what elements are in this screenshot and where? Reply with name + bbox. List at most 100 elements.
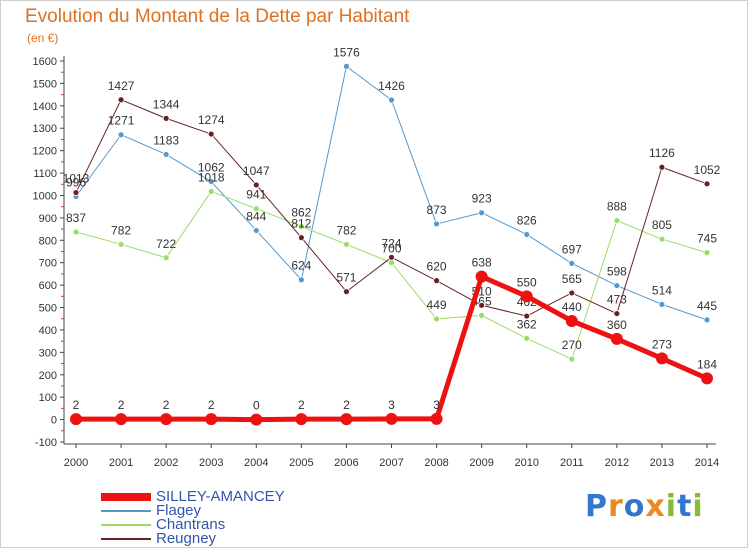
data-point-flagey xyxy=(523,231,531,238)
data-point-chantrans xyxy=(117,240,125,248)
data-label: 2 xyxy=(208,398,215,412)
x-tick-label: 2003 xyxy=(199,457,223,469)
legend-swatch xyxy=(101,538,151,540)
data-label: 1062 xyxy=(198,161,225,175)
x-tick-label: 2010 xyxy=(514,457,538,469)
data-point-reugney xyxy=(433,277,440,285)
data-label: 941 xyxy=(246,188,266,202)
data-point-silley-amancey xyxy=(250,413,263,426)
data-label: 812 xyxy=(291,217,311,231)
data-point-flagey xyxy=(568,259,576,267)
data-label: 550 xyxy=(517,275,537,289)
data-label: 624 xyxy=(291,259,311,273)
data-label: 273 xyxy=(652,337,672,351)
data-point-reugney xyxy=(252,181,260,189)
data-label: 837 xyxy=(66,211,86,225)
data-point-chantrans xyxy=(162,254,170,262)
data-point-reugney xyxy=(613,310,621,317)
data-label: 1047 xyxy=(243,164,270,178)
logo-letter: t xyxy=(677,489,693,524)
x-tick-label: 2002 xyxy=(154,457,178,469)
y-tick-label: 200 xyxy=(39,370,57,382)
data-label: 445 xyxy=(697,299,717,313)
data-label: 620 xyxy=(427,260,447,274)
data-label: 1183 xyxy=(153,133,179,147)
proxiti-logo: Proxiti xyxy=(585,489,704,524)
data-point-flagey xyxy=(207,178,215,185)
data-point-silley-amancey xyxy=(475,270,488,283)
logo-letter: o xyxy=(623,489,646,524)
data-point-silley-amancey xyxy=(160,413,173,426)
data-point-silley-amancey xyxy=(205,413,218,426)
data-point-reugney xyxy=(658,163,666,171)
logo-letter: i xyxy=(692,489,704,524)
data-label: 805 xyxy=(652,218,672,232)
data-label: 826 xyxy=(517,213,537,227)
y-tick-label: 800 xyxy=(39,235,57,247)
data-label: 862 xyxy=(291,205,311,219)
data-label: 565 xyxy=(562,272,582,286)
x-tick-label: 2009 xyxy=(469,457,493,469)
data-point-reugney xyxy=(207,130,215,138)
data-label: 1427 xyxy=(108,79,135,93)
x-tick-label: 2007 xyxy=(379,457,403,469)
data-label: 514 xyxy=(652,283,672,297)
data-label: 923 xyxy=(472,192,492,206)
y-tick-label: 1200 xyxy=(33,146,57,158)
data-label: 1018 xyxy=(198,170,225,184)
x-tick-label: 2000 xyxy=(64,457,88,469)
data-point-chantrans xyxy=(613,217,621,224)
data-point-silley-amancey xyxy=(430,412,443,425)
logo-letter: P xyxy=(585,489,608,524)
data-label: 270 xyxy=(562,338,582,352)
data-label: 782 xyxy=(336,223,356,237)
unit-label: (en €) xyxy=(27,31,59,45)
data-label: 1126 xyxy=(649,146,675,160)
data-label: 1576 xyxy=(333,45,360,59)
y-tick-label: 1000 xyxy=(33,190,57,202)
data-label: 2 xyxy=(73,398,80,412)
data-point-reugney xyxy=(703,180,711,188)
data-point-flagey xyxy=(297,276,305,284)
data-label: 571 xyxy=(336,271,356,285)
data-label: 1344 xyxy=(153,97,180,111)
y-tick-label: 700 xyxy=(39,258,57,270)
data-label: 844 xyxy=(246,209,266,223)
y-tick-label: 0 xyxy=(51,415,57,427)
data-point-reugney xyxy=(343,288,350,296)
data-label: 1426 xyxy=(378,79,405,93)
logo-letter: r xyxy=(608,489,624,524)
data-label: 1271 xyxy=(108,114,135,128)
data-label: 2 xyxy=(163,398,170,412)
data-point-silley-amancey xyxy=(115,413,128,426)
data-point-silley-amancey xyxy=(70,413,82,426)
x-tick-label: 2005 xyxy=(289,457,313,469)
x-tick-label: 2014 xyxy=(695,457,719,469)
x-tick-label: 2004 xyxy=(244,457,268,469)
data-point-reugney xyxy=(523,312,531,320)
x-tick-label: 2008 xyxy=(424,457,448,469)
logo-letter: x xyxy=(645,489,666,524)
data-label: 724 xyxy=(381,236,401,250)
data-point-reugney xyxy=(162,114,170,122)
data-label: 473 xyxy=(607,293,627,307)
logo-letter: i xyxy=(665,489,678,524)
y-tick-label: 600 xyxy=(39,280,57,292)
y-tick-label: 1400 xyxy=(33,101,57,113)
data-label: 184 xyxy=(697,357,717,371)
y-tick-label: 1300 xyxy=(33,123,57,135)
data-point-flagey xyxy=(162,151,170,158)
data-point-flagey xyxy=(117,131,125,139)
data-point-chantrans xyxy=(207,188,215,195)
data-point-chantrans xyxy=(433,315,440,323)
data-point-reugney xyxy=(478,301,486,309)
data-label: 1052 xyxy=(694,163,721,177)
data-point-reugney xyxy=(388,253,395,261)
data-label: 1274 xyxy=(198,113,225,127)
data-label: 996 xyxy=(66,175,86,189)
y-tick-label: 400 xyxy=(39,325,57,337)
data-point-flagey xyxy=(478,209,486,217)
data-label: 440 xyxy=(562,300,582,314)
